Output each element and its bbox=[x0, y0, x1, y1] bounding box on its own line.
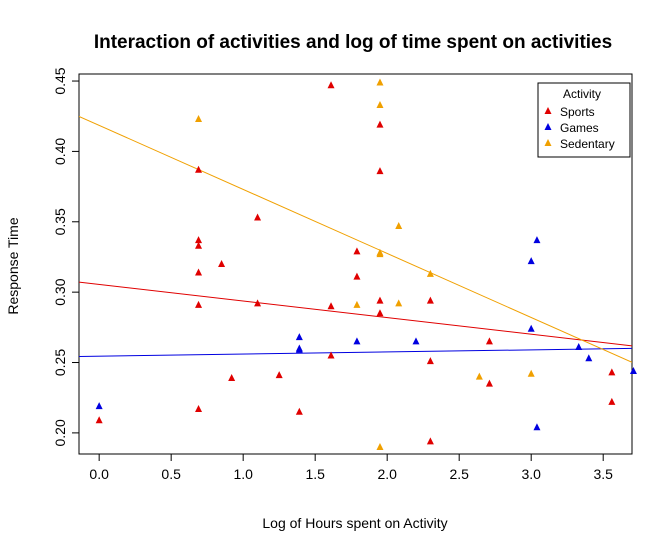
x-tick-label: 2.5 bbox=[449, 466, 469, 482]
y-axis-label: Response Time bbox=[5, 217, 21, 314]
point-sports bbox=[426, 296, 434, 304]
point-sports bbox=[195, 241, 203, 249]
x-tick-label: 3.0 bbox=[521, 466, 541, 482]
point-sports bbox=[254, 213, 262, 221]
x-axis: 0.0 0.5 1.0 1.5 2.0 2.5 3.0 3.5 bbox=[89, 454, 613, 482]
fit-line-sedentary bbox=[79, 115, 632, 363]
point-sports bbox=[195, 404, 203, 412]
point-sports bbox=[195, 165, 203, 173]
x-axis-label: Log of Hours spent on Activity bbox=[262, 515, 447, 531]
x-tick-label: 1.5 bbox=[305, 466, 325, 482]
point-sports bbox=[327, 81, 335, 89]
point-games bbox=[95, 402, 103, 410]
point-games bbox=[412, 337, 420, 345]
y-tick-label: 0.35 bbox=[52, 208, 68, 235]
legend-label-games: Games bbox=[560, 121, 599, 135]
point-games bbox=[585, 354, 593, 362]
point-sports bbox=[327, 351, 335, 359]
legend-label-sports: Sports bbox=[560, 105, 595, 119]
point-games bbox=[533, 236, 541, 244]
point-sports bbox=[485, 379, 493, 387]
point-sports bbox=[376, 120, 384, 128]
x-tick-label: 1.0 bbox=[233, 466, 253, 482]
point-sports bbox=[275, 371, 283, 379]
point-sports bbox=[485, 337, 493, 345]
point-sports bbox=[327, 302, 335, 310]
point-sports bbox=[426, 437, 434, 445]
point-sports bbox=[376, 167, 384, 175]
legend-marker-games bbox=[544, 123, 552, 130]
point-games bbox=[629, 366, 637, 374]
point-sports bbox=[218, 260, 226, 267]
point-games bbox=[527, 257, 535, 265]
y-tick-label: 0.25 bbox=[52, 349, 68, 376]
point-games bbox=[295, 345, 303, 353]
legend-items: Sports Games Sedentary bbox=[544, 105, 615, 151]
y-axis: 0.20 0.25 0.30 0.35 0.40 0.45 bbox=[52, 67, 79, 447]
point-sports bbox=[426, 357, 434, 365]
point-sports bbox=[608, 397, 616, 405]
y-tick-label: 0.30 bbox=[52, 278, 68, 305]
point-sedentary bbox=[475, 372, 483, 380]
point-sports bbox=[195, 300, 203, 308]
point-games bbox=[533, 423, 541, 431]
x-tick-label: 2.0 bbox=[377, 466, 397, 482]
legend-label-sedentary: Sedentary bbox=[560, 137, 615, 151]
point-sedentary bbox=[395, 299, 403, 307]
data-points bbox=[95, 78, 637, 450]
y-tick-label: 0.45 bbox=[52, 67, 68, 94]
fit-line-sports bbox=[79, 281, 632, 347]
x-tick-label: 3.5 bbox=[593, 466, 613, 482]
point-sedentary bbox=[353, 300, 361, 308]
point-sports bbox=[195, 268, 203, 276]
fit-line-games bbox=[79, 347, 632, 357]
legend-box bbox=[537, 82, 631, 158]
point-sports bbox=[376, 309, 384, 317]
point-sports bbox=[228, 374, 236, 381]
point-sedentary bbox=[195, 115, 203, 123]
legend-title: Activity bbox=[563, 87, 601, 101]
legend-marker-sports bbox=[544, 107, 552, 114]
point-sports bbox=[195, 236, 203, 244]
point-sedentary bbox=[527, 369, 535, 377]
point-sports bbox=[353, 247, 361, 255]
plot-area bbox=[78, 73, 633, 455]
point-games bbox=[575, 343, 583, 351]
point-games bbox=[295, 333, 303, 341]
point-games bbox=[353, 337, 361, 345]
point-sedentary bbox=[426, 269, 434, 277]
fit-lines bbox=[79, 115, 632, 363]
point-sedentary bbox=[376, 442, 384, 450]
chart-title: Interaction of activities and log of tim… bbox=[94, 32, 612, 53]
legend: Activity Sports Games Sedentary bbox=[537, 82, 631, 158]
x-tick-label: 0.0 bbox=[89, 466, 109, 482]
point-sports bbox=[95, 416, 103, 424]
y-tick-label: 0.20 bbox=[52, 419, 68, 446]
point-sports bbox=[608, 368, 616, 376]
point-games bbox=[527, 324, 535, 332]
legend-marker-sedentary bbox=[544, 139, 552, 146]
y-tick-label: 0.40 bbox=[52, 138, 68, 165]
point-sports bbox=[353, 272, 361, 280]
point-sedentary bbox=[376, 78, 384, 86]
point-sedentary bbox=[376, 250, 384, 258]
point-sedentary bbox=[376, 100, 384, 108]
point-sports bbox=[254, 299, 262, 307]
point-sports bbox=[295, 407, 303, 415]
point-sedentary bbox=[395, 222, 403, 229]
point-sports bbox=[376, 296, 384, 304]
x-tick-label: 0.5 bbox=[161, 466, 181, 482]
